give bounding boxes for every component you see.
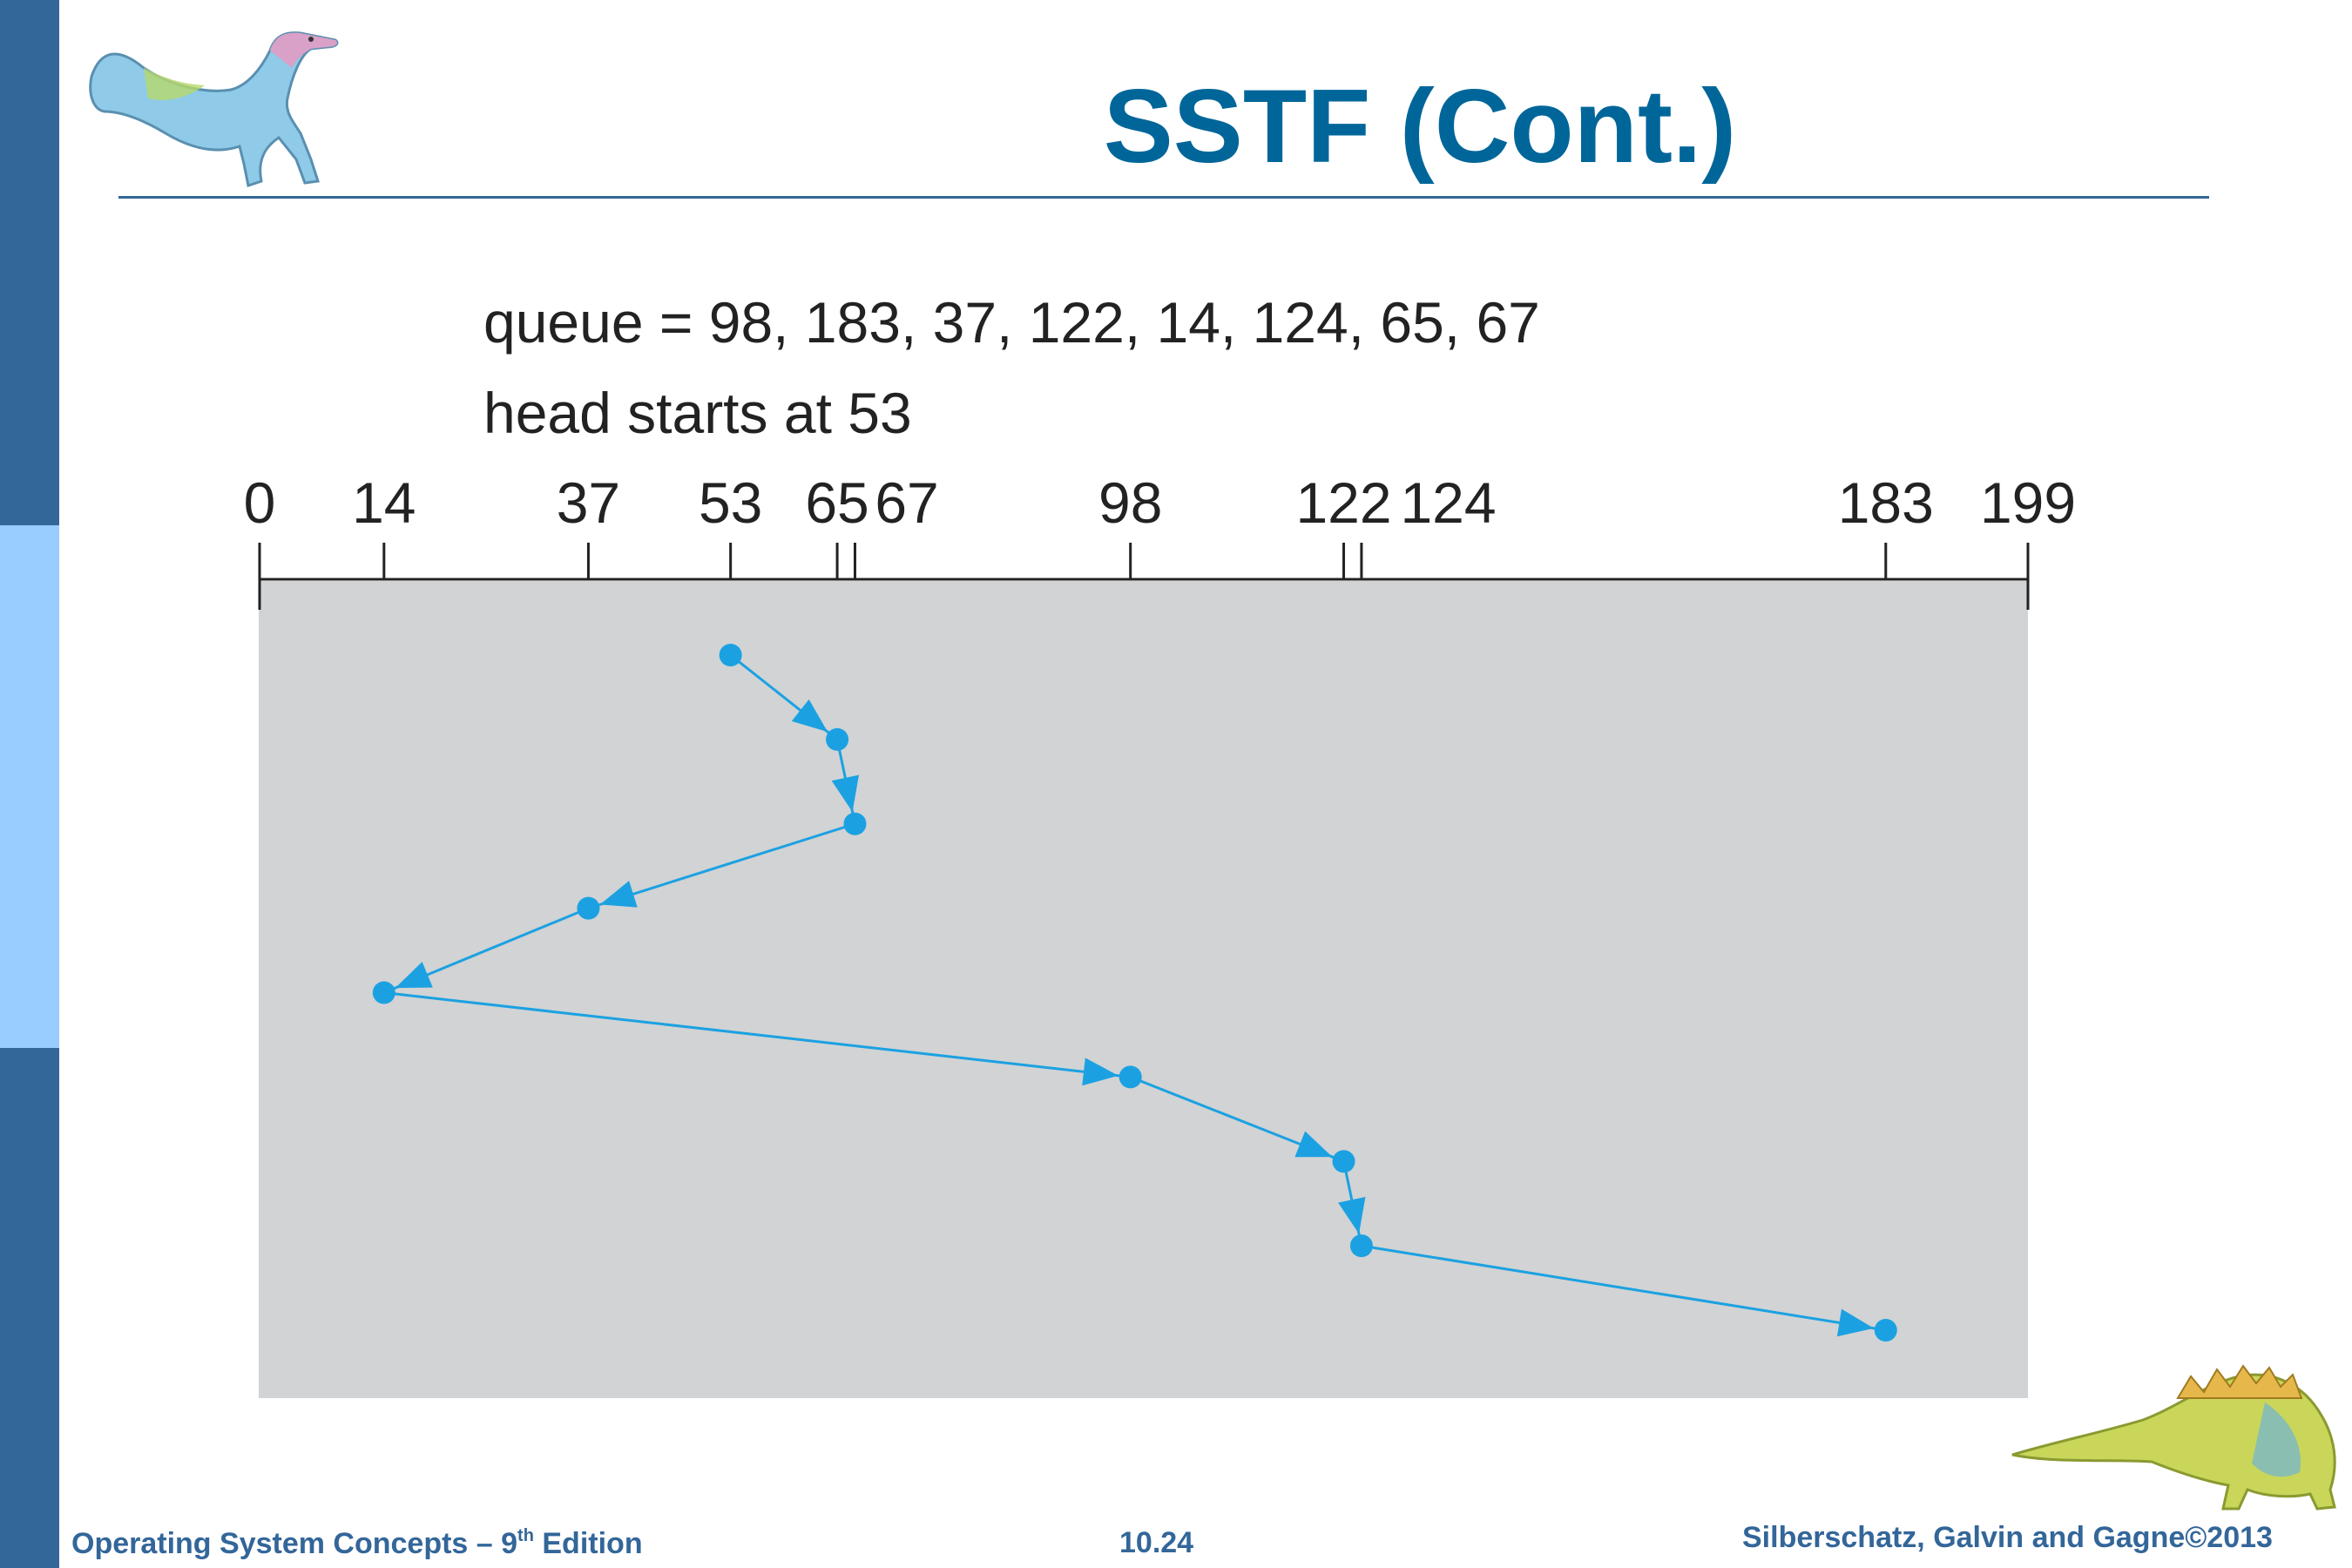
path-point-122 <box>1332 1150 1355 1173</box>
path-arrowhead <box>1836 1308 1874 1337</box>
path-point-67 <box>843 812 867 835</box>
diagram-panel <box>259 581 2028 1398</box>
title-underline <box>118 196 2209 199</box>
path-segment <box>1361 1244 1887 1332</box>
dinosaur-top-icon <box>89 31 339 187</box>
path-point-14 <box>372 981 395 1004</box>
path-arrowhead <box>1338 1196 1366 1234</box>
sidebar-middle-band <box>0 525 59 1048</box>
path-segment <box>383 991 1131 1078</box>
path-arrowhead <box>395 962 433 989</box>
sidebar-top-band <box>0 0 59 525</box>
footer-authors: Silberschatz, Galvin and Gagne©2013 <box>1742 1521 2273 1554</box>
path-arrowhead <box>1082 1058 1119 1086</box>
path-arrowhead <box>599 881 638 908</box>
axis-tick-label: 98 <box>1098 470 1162 535</box>
axis-tick-label: 53 <box>699 470 762 535</box>
path-point-65 <box>826 727 849 751</box>
head-start-text: head starts at 53 <box>483 381 912 445</box>
axis-tick-label: 124 <box>1400 470 1496 535</box>
axis-tick-label: 122 <box>1295 470 1391 535</box>
axis-tick-label: 65 <box>805 470 868 535</box>
axis-tick-label: 183 <box>1838 470 1934 535</box>
sidebar <box>0 0 59 1568</box>
path-arrowhead <box>1294 1131 1333 1158</box>
sidebar-bottom-band <box>0 1048 59 1568</box>
footer-book-sup: th <box>517 1526 534 1545</box>
footer-book-suffix: Edition <box>533 1527 643 1560</box>
path-point-98 <box>1119 1065 1142 1089</box>
path-point-183 <box>1874 1319 1897 1342</box>
path-point-53 <box>719 644 742 666</box>
axis-tick-label: 14 <box>352 470 416 535</box>
footer-book-prefix: Operating System Concepts – 9 <box>71 1527 518 1560</box>
axis-tick-label: 199 <box>1980 470 2076 535</box>
path-arrowhead <box>831 774 859 813</box>
axis-tick-label: 0 <box>244 470 276 535</box>
path-arrowhead <box>791 699 828 733</box>
path-point-37 <box>577 896 600 920</box>
axis-tick-label: 37 <box>557 470 620 535</box>
footer-page-number: 10.24 <box>1119 1526 1194 1559</box>
slide-title: SSTF (Cont.) <box>1103 68 1737 185</box>
footer-book-title: Operating System Concepts – 9th Edition <box>71 1526 643 1561</box>
path-point-124 <box>1349 1234 1373 1258</box>
queue-text: queue = 98, 183, 37, 122, 14, 124, 65, 6… <box>483 290 1540 355</box>
axis-tick-label: 67 <box>875 470 938 535</box>
dinosaur-bottom-icon <box>2011 1364 2336 1511</box>
